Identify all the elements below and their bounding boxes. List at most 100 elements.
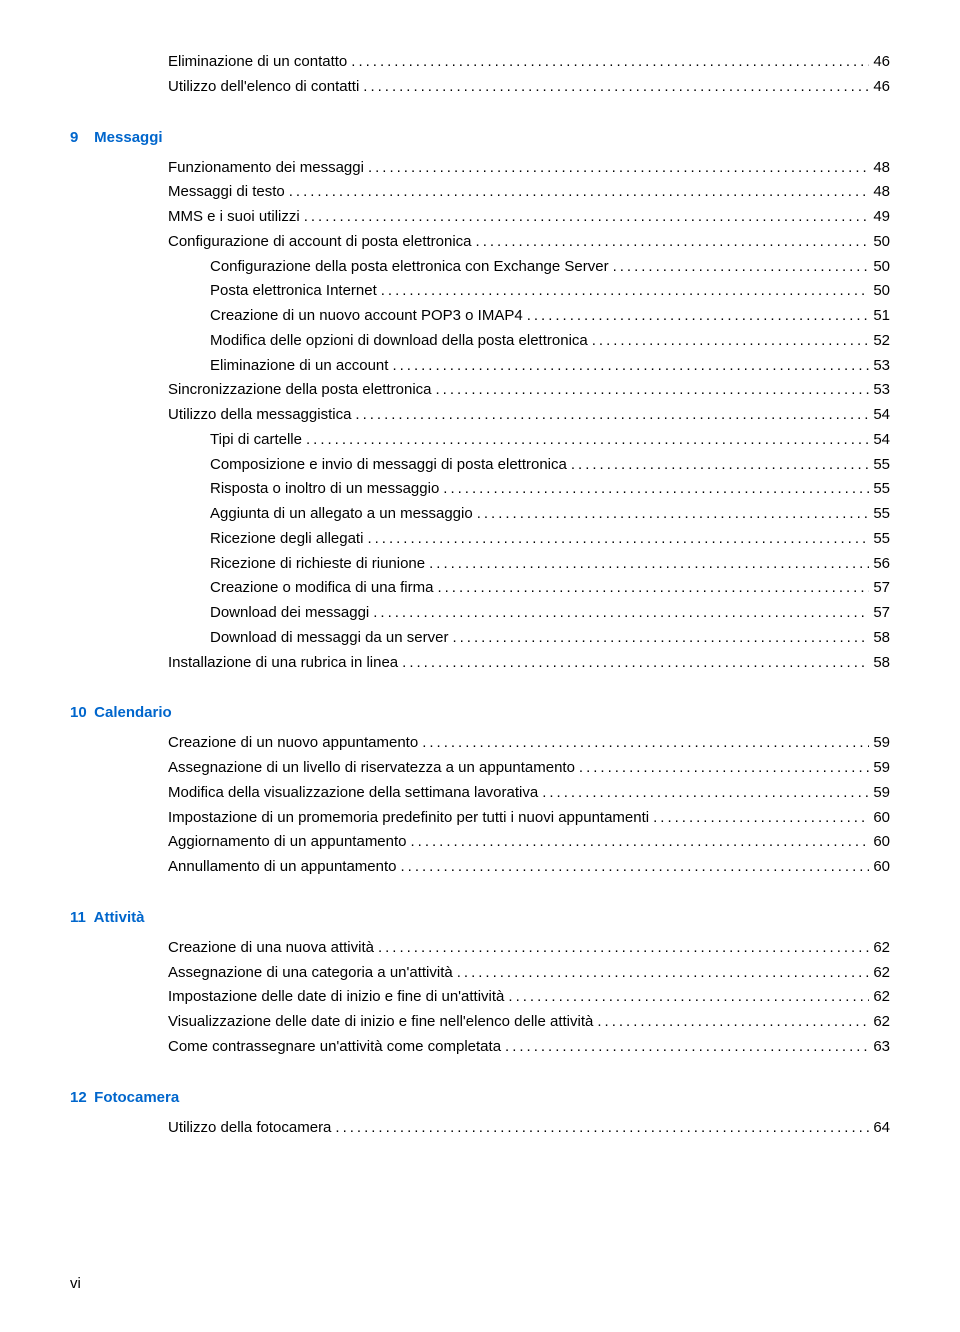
toc-entry[interactable]: Configurazione della posta elettronica c… [126, 255, 890, 280]
toc-entry[interactable]: Aggiornamento di un appuntamento 60 [126, 830, 890, 855]
toc-entry[interactable]: Risposta o inoltro di un messaggio 55 [126, 477, 890, 502]
toc-leader-dots [443, 477, 869, 502]
toc-entry-label: Ricezione degli allegati [210, 527, 363, 552]
toc-entry-page: 59 [873, 781, 890, 806]
toc-entry-page: 54 [873, 403, 890, 428]
toc-leader-dots [477, 502, 870, 527]
toc-entry-page: 50 [873, 279, 890, 304]
toc-entry-page: 49 [873, 205, 890, 230]
toc-entry[interactable]: Installazione di una rubrica in linea 58 [126, 651, 890, 676]
toc-leader-dots [542, 781, 869, 806]
toc-entry[interactable]: Configurazione di account di posta elett… [126, 230, 890, 255]
toc-entry-label: Impostazione di un promemoria predefinit… [168, 806, 649, 831]
toc-entry[interactable]: Messaggi di testo 48 [126, 180, 890, 205]
toc-leader-dots [527, 304, 870, 329]
toc-leader-dots [355, 403, 869, 428]
toc-entry-label: Assegnazione di una categoria a un'attiv… [168, 961, 453, 986]
toc-entry-label: Posta elettronica Internet [210, 279, 377, 304]
toc-entry[interactable]: Eliminazione di un contatto 46 [126, 50, 890, 75]
toc-entry-label: Download dei messaggi [210, 601, 369, 626]
toc-entry-page: 52 [873, 329, 890, 354]
page-number-footer: vi [70, 1275, 81, 1292]
toc-entry[interactable]: Creazione di un nuovo appuntamento 59 [126, 731, 890, 756]
toc-entry[interactable]: Download dei messaggi 57 [126, 601, 890, 626]
toc-entry-page: 48 [873, 180, 890, 205]
chapter-heading[interactable]: 12 Fotocamera [70, 1086, 890, 1110]
toc-entry[interactable]: Funzionamento dei messaggi 48 [126, 156, 890, 181]
toc-entry-page: 59 [873, 731, 890, 756]
toc-entry-page: 50 [873, 230, 890, 255]
toc-entry-label: Funzionamento dei messaggi [168, 156, 364, 181]
chapter-heading[interactable]: 11 Attività [70, 906, 890, 930]
toc-entry[interactable]: Aggiunta di un allegato a un messaggio 5… [126, 502, 890, 527]
toc-entry[interactable]: Tipi di cartelle 54 [126, 428, 890, 453]
toc-entry[interactable]: Sincronizzazione della posta elettronica… [126, 378, 890, 403]
toc-entry-label: Tipi di cartelle [210, 428, 302, 453]
toc-leader-dots [378, 936, 869, 961]
chapter-heading[interactable]: 10 Calendario [70, 701, 890, 725]
toc-leader-dots [368, 156, 869, 181]
toc-entry[interactable]: Utilizzo della messaggistica 54 [126, 403, 890, 428]
toc-entry[interactable]: Impostazione di un promemoria predefinit… [126, 806, 890, 831]
toc-entry[interactable]: Annullamento di un appuntamento 60 [126, 855, 890, 880]
toc-entry-label: Come contrassegnare un'attività come com… [168, 1035, 501, 1060]
toc-entry[interactable]: Creazione di un nuovo account POP3 o IMA… [126, 304, 890, 329]
toc-leader-dots [436, 378, 870, 403]
toc-entry[interactable]: Modifica delle opzioni di download della… [126, 329, 890, 354]
toc-entry[interactable]: Come contrassegnare un'attività come com… [126, 1035, 890, 1060]
chapter-title: Fotocamera [90, 1089, 179, 1106]
toc-entry-label: Configurazione della posta elettronica c… [210, 255, 609, 280]
toc-entry[interactable]: Utilizzo dell'elenco di contatti 46 [126, 75, 890, 100]
toc-entry-label: Creazione di un nuovo account POP3 o IMA… [210, 304, 523, 329]
toc-entry[interactable]: Ricezione degli allegati 55 [126, 527, 890, 552]
toc-entry-label: Modifica delle opzioni di download della… [210, 329, 588, 354]
toc-entry[interactable]: Creazione di una nuova attività 62 [126, 936, 890, 961]
toc-entry-label: Sincronizzazione della posta elettronica [168, 378, 432, 403]
toc-entry[interactable]: Ricezione di richieste di riunione 56 [126, 552, 890, 577]
toc-entry-page: 62 [873, 1010, 890, 1035]
toc-entry-label: Creazione o modifica di una firma [210, 576, 433, 601]
toc-entry-label: Assegnazione di un livello di riservatez… [168, 756, 575, 781]
toc-leader-dots [505, 1035, 869, 1060]
toc-entry[interactable]: Eliminazione di un account 53 [126, 354, 890, 379]
toc-leader-dots [422, 731, 869, 756]
toc-entry[interactable]: Posta elettronica Internet 50 [126, 279, 890, 304]
toc-entry[interactable]: Utilizzo della fotocamera 64 [126, 1116, 890, 1141]
toc-leader-dots [452, 626, 869, 651]
toc-entry-label: Messaggi di testo [168, 180, 285, 205]
toc-entry-label: Composizione e invio di messaggi di post… [210, 453, 567, 478]
toc-leader-dots [579, 756, 869, 781]
toc-entry[interactable]: Assegnazione di un livello di riservatez… [126, 756, 890, 781]
toc-entry-label: MMS e i suoi utilizzi [168, 205, 300, 230]
toc-entry[interactable]: Creazione o modifica di una firma 57 [126, 576, 890, 601]
chapter-title: Attività [90, 909, 144, 926]
chapter-title: Messaggi [90, 129, 163, 146]
toc-entry-page: 57 [873, 576, 890, 601]
toc-entry-label: Installazione di una rubrica in linea [168, 651, 398, 676]
toc-entry-page: 55 [873, 527, 890, 552]
toc-leader-dots [437, 576, 869, 601]
toc-entry[interactable]: Download di messaggi da un server 58 [126, 626, 890, 651]
toc-leader-dots [613, 255, 870, 280]
toc-entry[interactable]: Modifica della visualizzazione della set… [126, 781, 890, 806]
toc-entry-label: Eliminazione di un contatto [168, 50, 347, 75]
chapter-number: 11 [70, 906, 90, 930]
toc-leader-dots [653, 806, 869, 831]
toc-entry[interactable]: Visualizzazione delle date di inizio e f… [126, 1010, 890, 1035]
toc-entry-page: 63 [873, 1035, 890, 1060]
toc-entry-label: Utilizzo dell'elenco di contatti [168, 75, 359, 100]
toc-entry-label: Risposta o inoltro di un messaggio [210, 477, 439, 502]
toc-entry[interactable]: Impostazione delle date di inizio e fine… [126, 985, 890, 1010]
toc-entry-page: 56 [873, 552, 890, 577]
toc-leader-dots [351, 50, 869, 75]
chapter-number: 10 [70, 701, 90, 725]
table-of-contents: Eliminazione di un contatto 46Utilizzo d… [70, 50, 890, 1140]
toc-leader-dots [363, 75, 869, 100]
toc-entry-label: Configurazione di account di posta elett… [168, 230, 472, 255]
toc-entry[interactable]: Composizione e invio di messaggi di post… [126, 453, 890, 478]
toc-entry[interactable]: MMS e i suoi utilizzi 49 [126, 205, 890, 230]
toc-entry-page: 55 [873, 453, 890, 478]
toc-entry-label: Aggiunta di un allegato a un messaggio [210, 502, 473, 527]
chapter-heading[interactable]: 9 Messaggi [70, 126, 890, 150]
toc-entry[interactable]: Assegnazione di una categoria a un'attiv… [126, 961, 890, 986]
